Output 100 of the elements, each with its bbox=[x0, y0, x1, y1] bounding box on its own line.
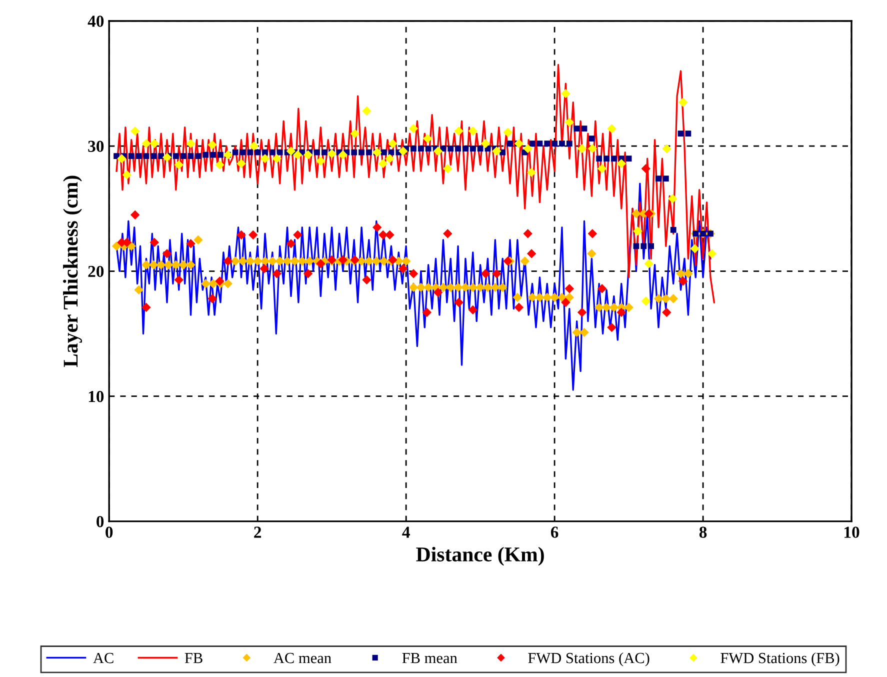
point bbox=[523, 229, 532, 238]
point bbox=[641, 296, 650, 306]
point bbox=[577, 144, 587, 154]
point bbox=[607, 322, 616, 332]
point bbox=[443, 229, 452, 238]
point bbox=[293, 150, 302, 160]
line-series bbox=[116, 64, 716, 304]
y-axis-title: Layer Thickness (cm) bbox=[63, 176, 82, 368]
point bbox=[561, 298, 570, 308]
y-tick-label: 0 bbox=[96, 516, 104, 528]
point bbox=[327, 148, 336, 158]
point bbox=[561, 88, 570, 98]
point bbox=[162, 152, 172, 162]
point bbox=[564, 118, 574, 127]
point bbox=[564, 284, 574, 294]
point bbox=[678, 276, 688, 286]
point bbox=[433, 146, 443, 156]
x-tick-label: 0 bbox=[106, 526, 113, 538]
point bbox=[272, 269, 282, 278]
legend-label: FB mean bbox=[402, 653, 458, 664]
point bbox=[523, 144, 532, 154]
point bbox=[142, 138, 151, 148]
y-tick-label: 20 bbox=[88, 266, 104, 278]
legend-label: AC mean bbox=[274, 652, 332, 664]
point bbox=[597, 284, 607, 294]
point bbox=[186, 239, 196, 248]
point bbox=[362, 275, 372, 284]
y-tick-label: 40 bbox=[88, 16, 104, 27]
point bbox=[215, 276, 224, 286]
x-tick-label: 6 bbox=[550, 526, 558, 538]
legend-label: AC bbox=[93, 652, 114, 664]
point bbox=[644, 209, 654, 218]
point bbox=[215, 160, 224, 170]
point bbox=[372, 222, 382, 232]
point bbox=[286, 239, 296, 248]
point bbox=[286, 146, 296, 156]
x-tick-label: 4 bbox=[402, 526, 410, 538]
point bbox=[385, 230, 394, 240]
point bbox=[260, 264, 269, 274]
point bbox=[249, 141, 258, 151]
point bbox=[378, 158, 388, 168]
point bbox=[236, 158, 246, 168]
point bbox=[662, 144, 672, 154]
point bbox=[150, 138, 159, 148]
point bbox=[468, 126, 478, 136]
point bbox=[514, 302, 524, 312]
point bbox=[260, 154, 270, 164]
point bbox=[422, 134, 432, 144]
point bbox=[514, 138, 524, 148]
point bbox=[492, 146, 502, 156]
point bbox=[208, 294, 217, 304]
y-tick-label: 10 bbox=[88, 390, 104, 402]
point bbox=[690, 244, 700, 254]
point bbox=[303, 269, 313, 278]
point bbox=[588, 229, 598, 238]
point bbox=[503, 128, 512, 137]
point bbox=[388, 138, 398, 148]
point bbox=[174, 275, 184, 284]
point bbox=[468, 305, 478, 315]
legend-label: FWD Stations (FB) bbox=[720, 652, 840, 666]
point bbox=[616, 158, 626, 168]
x-tick-label: 10 bbox=[844, 526, 860, 538]
legend-label: FWD Stations (AC) bbox=[528, 652, 650, 666]
point bbox=[492, 269, 502, 278]
point bbox=[362, 106, 372, 116]
point bbox=[122, 170, 132, 180]
point bbox=[577, 308, 587, 318]
point bbox=[338, 255, 348, 264]
point bbox=[408, 269, 418, 278]
point bbox=[236, 230, 246, 240]
point bbox=[662, 308, 672, 318]
point bbox=[503, 256, 512, 266]
point bbox=[422, 308, 432, 318]
point bbox=[130, 210, 140, 220]
point bbox=[186, 138, 196, 148]
point bbox=[597, 164, 607, 174]
point bbox=[316, 259, 326, 268]
point bbox=[707, 249, 717, 258]
legend-label: FB bbox=[184, 653, 202, 664]
point bbox=[372, 148, 382, 157]
point bbox=[408, 124, 418, 134]
point bbox=[162, 249, 172, 258]
point bbox=[174, 160, 184, 170]
point bbox=[526, 168, 536, 177]
point bbox=[633, 226, 642, 236]
point bbox=[385, 154, 394, 164]
x-tick-label: 8 bbox=[699, 526, 707, 538]
point bbox=[130, 126, 140, 136]
point bbox=[272, 154, 282, 164]
point bbox=[117, 154, 126, 164]
x-axis-title: Distance (Km) bbox=[416, 546, 544, 566]
point bbox=[303, 150, 313, 160]
point bbox=[607, 124, 616, 134]
point bbox=[150, 238, 159, 247]
point bbox=[208, 140, 217, 150]
y-tick-label: 30 bbox=[88, 140, 104, 152]
point bbox=[526, 249, 536, 258]
point bbox=[433, 288, 443, 298]
point bbox=[443, 164, 452, 174]
point bbox=[142, 302, 151, 312]
